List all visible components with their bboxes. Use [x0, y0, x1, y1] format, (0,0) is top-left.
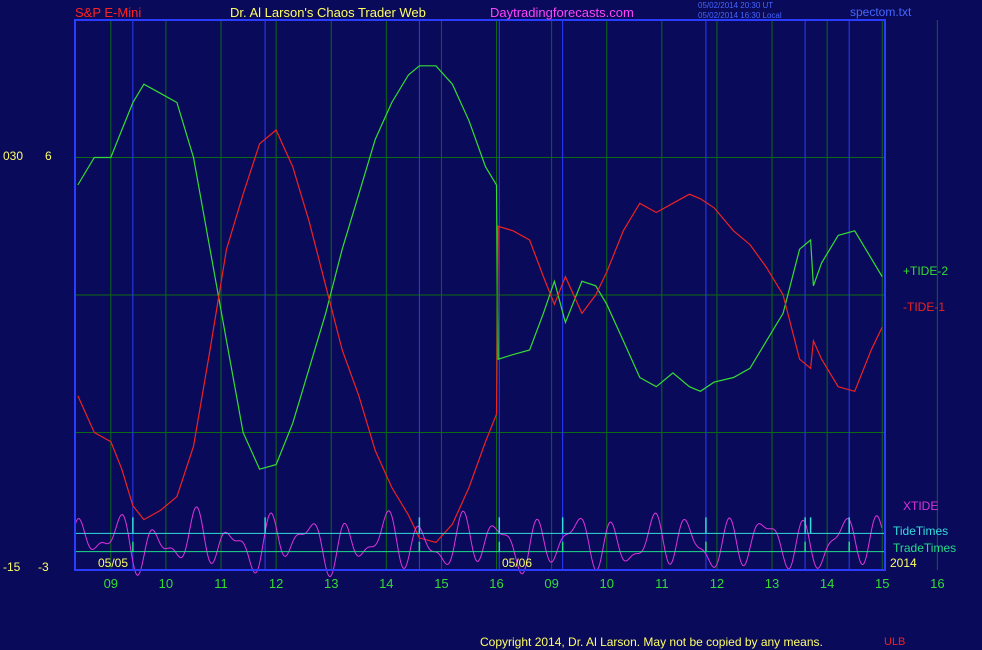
timestamp-local: 05/02/2014 16:30 Local — [698, 11, 782, 20]
series-line-tide-2 — [77, 65, 883, 470]
year-label: 2014 — [890, 556, 917, 570]
left-axis-top-label-1: 030 — [3, 149, 24, 163]
x-tick-label: 13 — [765, 576, 779, 591]
date-label-1: 05/05 — [98, 556, 129, 570]
x-tick-label: 09 — [104, 576, 118, 591]
left-axis-top-label-2: 6 — [45, 149, 52, 163]
x-tick-label: 16 — [930, 576, 944, 591]
site-link[interactable]: Daytradingforecasts.com — [490, 5, 634, 20]
x-tick-label: 15 — [875, 576, 889, 591]
x-tick-label: 09 — [544, 576, 558, 591]
x-tick-label: 11 — [214, 576, 228, 591]
x-tick-label: 14 — [379, 576, 393, 591]
date-label-2: 05/06 — [502, 556, 533, 570]
symbol-title: S&P E-Mini — [75, 5, 142, 20]
legend-tide-1: -TIDE-1 — [903, 300, 945, 314]
legend-tide-2: +TIDE-2 — [903, 264, 949, 278]
chart-grid — [75, 20, 938, 571]
footer-badge: ULB — [884, 636, 906, 648]
x-tick-label: 10 — [159, 576, 173, 591]
plot-frame — [74, 19, 886, 571]
x-tick-label: 12 — [710, 576, 724, 591]
legend-trade-times: TradeTimes — [893, 541, 957, 555]
x-tick-label: 10 — [600, 576, 614, 591]
chart-series — [74, 65, 885, 578]
author-title: Dr. Al Larson's Chaos Trader Web — [230, 5, 426, 20]
legend-xtide: XTIDE — [903, 499, 939, 513]
timestamp-ut: 05/02/2014 20:30 UT — [698, 1, 774, 10]
series-line-xtide — [74, 506, 883, 578]
x-tick-label: 16 — [489, 576, 503, 591]
x-tick-labels: 09 10 11 12 13 14 15 16 09 10 11 12 13 14 15 16 — [104, 576, 945, 591]
x-tick-label: 11 — [655, 576, 669, 591]
x-tick-label: 15 — [434, 576, 448, 591]
series-line-tide-1 — [77, 129, 883, 544]
left-axis-bottom-label-1: -15 — [3, 560, 21, 574]
left-axis-bottom-label-2: -3 — [38, 560, 49, 574]
x-tick-label: 14 — [820, 576, 834, 591]
x-tick-label: 13 — [324, 576, 338, 591]
copyright-notice: Copyright 2014, Dr. Al Larson. May not b… — [480, 635, 823, 649]
time-markers — [132, 20, 850, 570]
legend-tide-times: TideTimes — [893, 524, 949, 538]
x-tick-label: 12 — [269, 576, 283, 591]
data-file-name: spectom.txt — [850, 5, 912, 19]
